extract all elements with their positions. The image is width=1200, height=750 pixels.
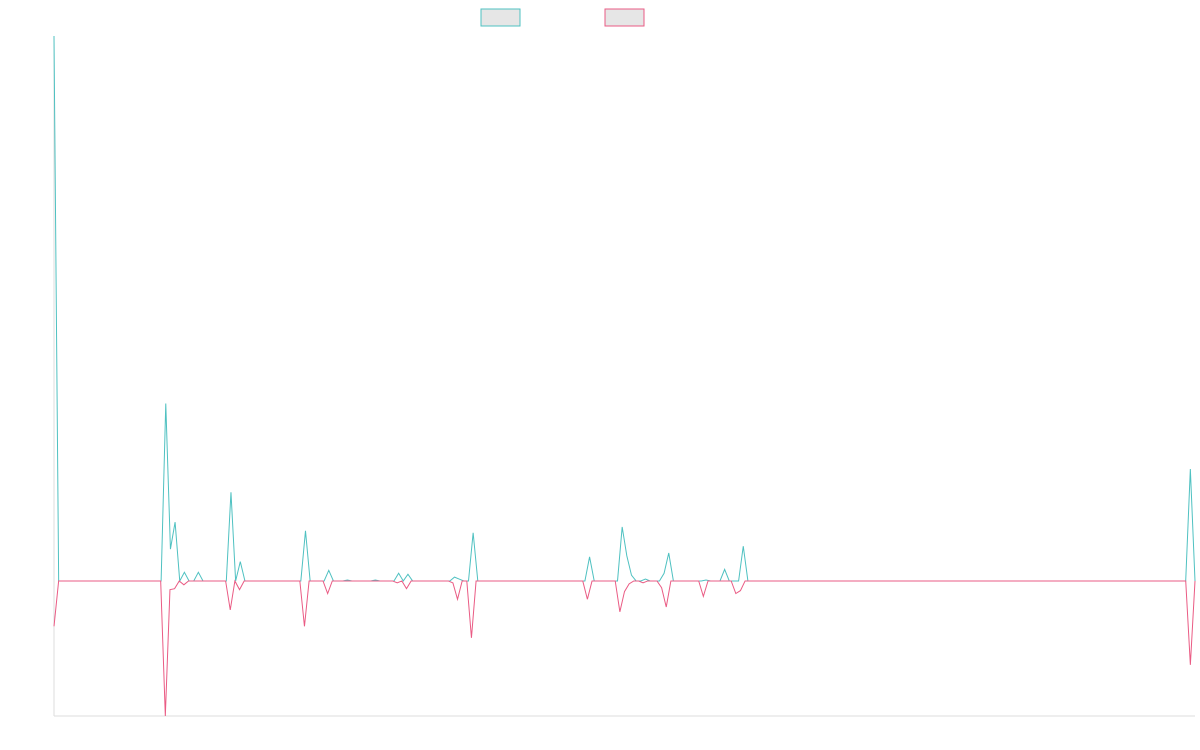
legend-swatch-2 [604, 8, 645, 27]
legend-swatch-1 [480, 8, 521, 27]
legend [480, 8, 645, 27]
series-line-1 [53, 35, 1196, 583]
series-line-2 [53, 579, 1196, 717]
axes [53, 36, 1195, 717]
series-layer [53, 35, 1196, 717]
